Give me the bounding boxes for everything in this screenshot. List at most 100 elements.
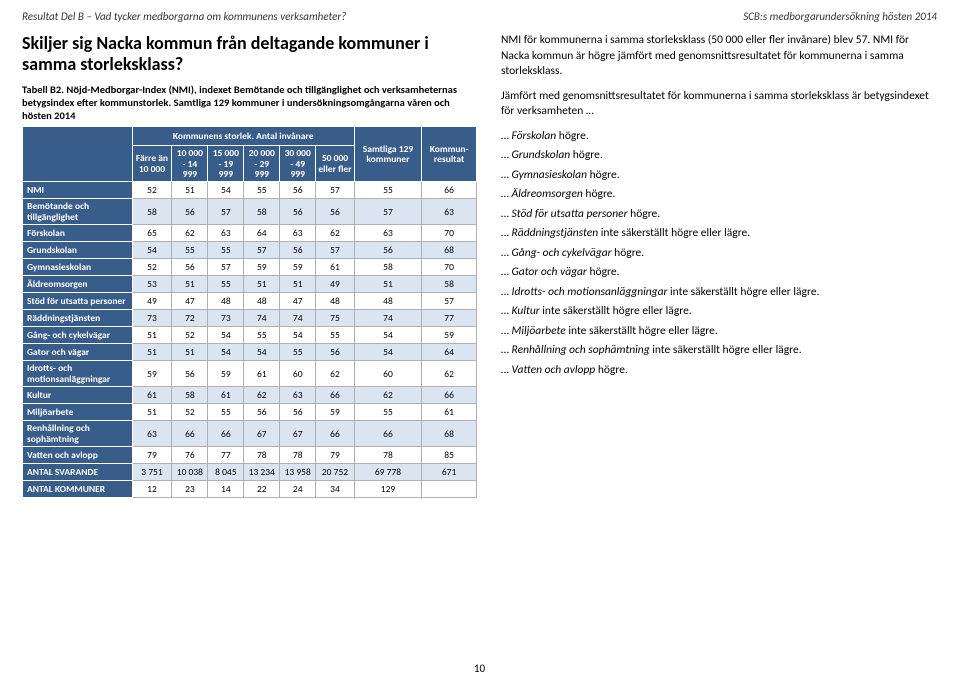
table-cell: 78: [280, 447, 316, 464]
finding-status: inte säkerställt högre eller lägre.: [601, 226, 750, 240]
table-cell: 56: [172, 199, 208, 225]
table-cell: 78: [244, 447, 280, 464]
table-cell: 56: [244, 404, 280, 421]
table-cell: 59: [132, 361, 172, 387]
table-cell: 63: [354, 225, 421, 242]
table-cell: 51: [244, 276, 280, 293]
table-cell: 8 045: [208, 464, 244, 481]
table-cell: 51: [132, 327, 172, 344]
finding-status: högre.: [585, 187, 615, 201]
table-cell: 12: [132, 481, 172, 498]
table-cell: 51: [172, 182, 208, 199]
finding-name: Förskolan: [512, 129, 559, 143]
table-cell: 70: [422, 259, 477, 276]
table-row: Bemötande och tillgänglighet585657585656…: [23, 199, 477, 225]
table-cell: 61: [208, 387, 244, 404]
table-cell: 52: [172, 327, 208, 344]
table-cell: 51: [132, 404, 172, 421]
table-cell: 56: [172, 361, 208, 387]
table-cell: 60: [354, 361, 421, 387]
table-cell: 58: [354, 259, 421, 276]
table-cell: 51: [354, 276, 421, 293]
table-cell: 79: [132, 447, 172, 464]
table-cell: 57: [316, 182, 355, 199]
table-row: Renhållning och sophämtning6366666767666…: [23, 421, 477, 447]
table-cell: 54: [208, 327, 244, 344]
table-cell: 56: [280, 404, 316, 421]
header-right: SCB:s medborgarundersökning hösten 2014: [743, 10, 937, 23]
table-cell: 52: [132, 259, 172, 276]
col-header: 10 000 - 14 999: [172, 146, 208, 182]
finding-name: Kultur: [512, 304, 543, 318]
finding-name: Vatten och avlopp: [512, 363, 598, 377]
finding-item: Kultur inte säkerställt högre eller lägr…: [501, 304, 937, 320]
row-label: Gymnasieskolan: [23, 259, 133, 276]
row-label: Vatten och avlopp: [23, 447, 133, 464]
finding-name: Gymnasieskolan: [512, 168, 590, 182]
table-cell: 58: [422, 276, 477, 293]
table-cell: 66: [422, 182, 477, 199]
finding-item: Gymnasieskolan högre.: [501, 168, 937, 184]
table-row: Förskolan6562636463626370: [23, 225, 477, 242]
table-row: Gång- och cykelvägar5152545554555459: [23, 327, 477, 344]
finding-status: inte säkerställt högre eller lägre.: [542, 304, 691, 318]
table-cell: 55: [208, 404, 244, 421]
table-cell: 49: [316, 276, 355, 293]
table-row: Räddningstjänsten7372737474757477: [23, 310, 477, 327]
commentary: NMI för kommunerna i samma storleksklass…: [501, 33, 937, 498]
table-row: Idrotts- och motionsanläggningar59565961…: [23, 361, 477, 387]
finding-status: högre.: [573, 148, 603, 162]
table-cell: 49: [132, 293, 172, 310]
page-header: Resultat Del B – Vad tycker medborgarna …: [22, 10, 937, 23]
finding-status: högre.: [614, 246, 644, 260]
finding-name: Idrotts- och motionsanläggningar: [512, 285, 670, 299]
finding-status: högre.: [590, 168, 620, 182]
table-cell: 56: [316, 199, 355, 225]
table-cell: 72: [172, 310, 208, 327]
table-cell: 66: [172, 421, 208, 447]
table-row: Kultur6158616263666266: [23, 387, 477, 404]
table-cell: 47: [280, 293, 316, 310]
table-cell: 51: [172, 344, 208, 361]
table-cell: 56: [280, 182, 316, 199]
table-cell: 63: [422, 199, 477, 225]
table-row: Miljöarbete5152555656595561: [23, 404, 477, 421]
table-cell: 59: [280, 259, 316, 276]
finding-name: Gång- och cykelvägar: [512, 246, 615, 260]
table-cell: 66: [208, 421, 244, 447]
table-cell: 62: [354, 387, 421, 404]
table-cell: 54: [280, 327, 316, 344]
finding-item: Vatten och avlopp högre.: [501, 363, 937, 379]
table-cell: 67: [280, 421, 316, 447]
corner-cell: [23, 127, 133, 182]
intro-paragraph-1: NMI för kommunerna i samma storleksklass…: [501, 33, 937, 80]
row-label: Stöd för utsatta personer: [23, 293, 133, 310]
table-cell: 78: [354, 447, 421, 464]
finding-status: inte säkerställt högre eller lägre.: [670, 285, 819, 299]
table-cell: 34: [316, 481, 355, 498]
row-label: ANTAL SVARANDE: [23, 464, 133, 481]
page-title: Skiljer sig Nacka kommun från deltagande…: [22, 33, 477, 74]
super-header: Kommunens storlek. Antal invånare: [132, 127, 354, 146]
table-row: Gator och vägar5151545455565464: [23, 344, 477, 361]
finding-status: inte säkerställt högre eller lägre.: [568, 324, 717, 338]
row-label: Gång- och cykelvägar: [23, 327, 133, 344]
table-cell: 69 778: [354, 464, 421, 481]
finding-name: Stöd för utsatta personer: [512, 207, 631, 221]
table-cell: 129: [354, 481, 421, 498]
finding-status: högre.: [598, 363, 628, 377]
table-cell: 54: [208, 344, 244, 361]
table-cell: 54: [132, 242, 172, 259]
col-header: Färre än 10 000: [132, 146, 172, 182]
table-cell: 48: [316, 293, 355, 310]
page-number: 10: [474, 662, 485, 675]
table-cell: 85: [422, 447, 477, 464]
finding-name: Grundskolan: [512, 148, 573, 162]
table-cell: 57: [244, 242, 280, 259]
table-cell: 63: [132, 421, 172, 447]
table-row: ANTAL SVARANDE3 75110 0388 04513 23413 9…: [23, 464, 477, 481]
table-cell: 51: [132, 344, 172, 361]
table-row: Äldreomsorgen5351555151495158: [23, 276, 477, 293]
table-cell: 52: [132, 182, 172, 199]
finding-name: Miljöarbete: [512, 324, 569, 338]
